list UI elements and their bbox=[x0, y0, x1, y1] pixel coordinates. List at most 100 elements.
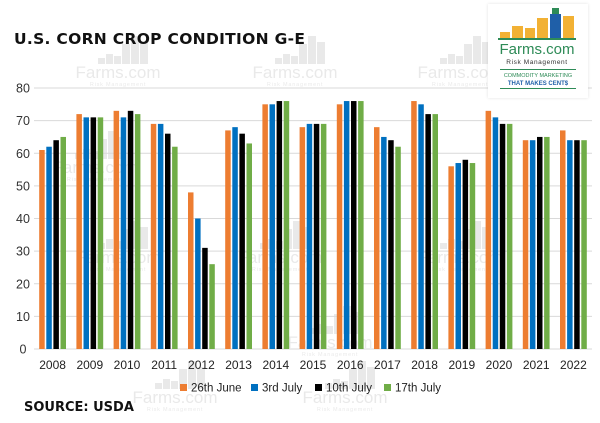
x-tick-label: 2014 bbox=[262, 358, 289, 372]
x-tick-label: 2021 bbox=[523, 358, 550, 372]
watermark-brand: Farms.com bbox=[303, 388, 388, 407]
bar-2008-17th-july bbox=[60, 136, 66, 349]
bar-2020-26th-june bbox=[485, 110, 492, 350]
x-tick-label: 2010 bbox=[114, 358, 141, 372]
bar-2011-17th-july bbox=[172, 146, 178, 349]
gridlines bbox=[34, 87, 592, 350]
farms-com-logo: Farms.com Risk Management COMMODITY MARK… bbox=[488, 4, 588, 98]
bar-2013-10th-july bbox=[239, 133, 245, 349]
bar-2017-26th-june bbox=[374, 127, 380, 350]
bar-2021-17th-july bbox=[544, 136, 550, 349]
legend: 26th June 3rd July 10th July 17th July bbox=[180, 383, 441, 395]
bar-2009-10th-july bbox=[90, 117, 97, 349]
x-tick-label: 2013 bbox=[225, 358, 252, 372]
bar-2009-17th-july bbox=[97, 117, 104, 349]
x-axis-ticks: 2008 2009 2010 2011 2012 2013 2014 2015 2016 2017… bbox=[39, 358, 587, 372]
bar-2012-17th-july bbox=[209, 264, 215, 349]
y-tick-label: 70 bbox=[16, 114, 30, 128]
bar-2010-10th-july bbox=[127, 110, 134, 350]
bar-2022-3rd-july bbox=[567, 140, 573, 349]
bar-2014-17th-july bbox=[283, 101, 290, 349]
y-tick-label: 60 bbox=[16, 147, 30, 161]
bar-2020-10th-july bbox=[499, 123, 506, 349]
legend-item: 26th June bbox=[180, 383, 242, 395]
bar-2015-10th-july bbox=[313, 123, 320, 349]
y-tick-label: 50 bbox=[16, 179, 30, 193]
legend-label: 17th July bbox=[395, 383, 441, 395]
bar-2011-10th-july bbox=[165, 133, 171, 349]
x-tick-label: 2012 bbox=[188, 358, 215, 372]
watermark-brand: Farms.com bbox=[133, 388, 218, 407]
bar-2014-3rd-july bbox=[269, 104, 275, 349]
x-tick-label: 2015 bbox=[300, 358, 327, 372]
bar-2019-3rd-july bbox=[455, 163, 461, 349]
logo-tagline-1: COMMODITY MARKETING bbox=[504, 73, 572, 79]
legend-item: 3rd July bbox=[251, 383, 303, 395]
bar-2009-26th-june bbox=[76, 114, 82, 349]
y-tick-label: 10 bbox=[16, 310, 30, 324]
bar-2017-3rd-july bbox=[381, 136, 387, 349]
x-tick-label: 2020 bbox=[486, 358, 513, 372]
x-tick-label: 2008 bbox=[39, 358, 66, 372]
legend-item: 17th July bbox=[384, 383, 441, 395]
bar-2016-17th-july bbox=[358, 101, 364, 349]
bar-2008-26th-june bbox=[39, 149, 45, 349]
bar-2015-26th-june bbox=[299, 127, 306, 350]
watermark-subtitle: Risk Management bbox=[267, 82, 323, 88]
watermark-subtitle: Risk Management bbox=[302, 352, 358, 358]
bar-2012-10th-july bbox=[202, 247, 208, 349]
bar-2014-26th-june bbox=[262, 104, 268, 349]
x-tick-label: 2018 bbox=[411, 358, 438, 372]
logo-tagline-2: THAT MAKES CENT$ bbox=[508, 81, 569, 87]
bar-2020-3rd-july bbox=[492, 117, 499, 349]
watermark-subtitle: Risk Management bbox=[147, 407, 203, 413]
chart-title: U.S. CORN CROP CONDITION G-E bbox=[14, 30, 306, 48]
bar-2009-3rd-july bbox=[83, 117, 89, 349]
x-tick-label: 2019 bbox=[448, 358, 475, 372]
bar-2021-26th-june bbox=[522, 140, 529, 349]
bar-2018-17th-july bbox=[432, 114, 438, 349]
y-axis-ticks: 0 10 20 30 40 50 60 70 80 bbox=[16, 82, 30, 357]
logo-bars-icon bbox=[498, 8, 576, 40]
bar-2011-26th-june bbox=[150, 123, 157, 349]
bar-2012-26th-june bbox=[188, 192, 194, 349]
bar-2018-3rd-july bbox=[418, 104, 424, 349]
legend-swatch bbox=[180, 384, 187, 391]
y-tick-label: 40 bbox=[16, 212, 30, 226]
bars bbox=[39, 101, 587, 350]
source-note: SOURCE: USDA bbox=[24, 400, 134, 415]
bar-2008-3rd-july bbox=[46, 146, 52, 349]
bar-2016-3rd-july bbox=[343, 101, 350, 349]
bar-2016-10th-july bbox=[351, 101, 357, 349]
bar-2016-26th-june bbox=[336, 104, 343, 349]
bar-2015-3rd-july bbox=[306, 123, 313, 349]
legend-label: 26th June bbox=[191, 383, 242, 395]
watermark-subtitle: Risk Management bbox=[90, 82, 146, 88]
legend-swatch bbox=[315, 384, 322, 391]
legend-swatch bbox=[251, 384, 258, 391]
bar-2014-10th-july bbox=[276, 101, 283, 349]
y-tick-label: 20 bbox=[16, 277, 30, 291]
x-tick-label: 2017 bbox=[374, 358, 401, 372]
legend-label: 10th July bbox=[326, 383, 372, 395]
bar-2013-3rd-july bbox=[232, 127, 238, 350]
bar-2021-3rd-july bbox=[529, 140, 536, 349]
bar-2011-3rd-july bbox=[157, 123, 164, 349]
bar-2017-17th-july bbox=[395, 146, 401, 349]
bar-2019-10th-july bbox=[462, 159, 469, 349]
bar-2019-26th-june bbox=[448, 166, 454, 349]
watermark-brand: Farms.com bbox=[253, 63, 338, 82]
bar-2013-26th-june bbox=[225, 130, 231, 349]
bar-2022-17th-july bbox=[581, 140, 587, 349]
x-tick-label: 2016 bbox=[337, 358, 364, 372]
bar-2019-17th-july bbox=[469, 163, 476, 349]
bar-2018-26th-june bbox=[411, 101, 417, 349]
bar-2022-10th-july bbox=[574, 140, 580, 349]
bar-2013-17th-july bbox=[246, 143, 252, 349]
bar-2021-10th-july bbox=[537, 136, 543, 349]
